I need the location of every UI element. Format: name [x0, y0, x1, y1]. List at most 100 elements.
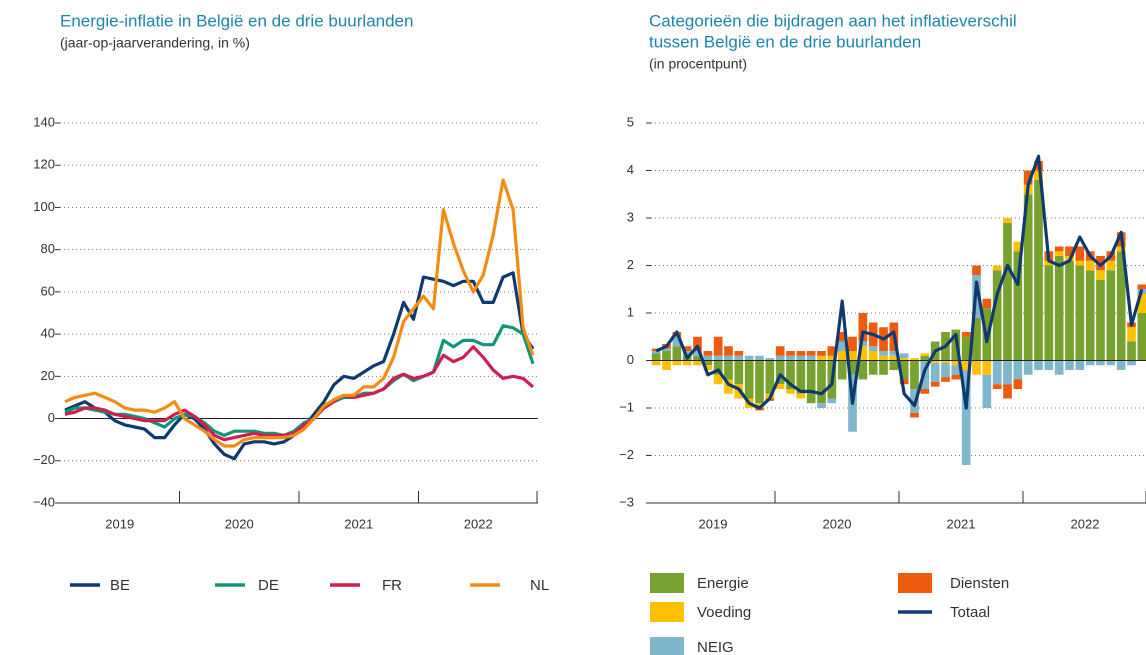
legend-swatch	[650, 637, 684, 655]
bar-segment	[1054, 246, 1064, 252]
bar-segment	[941, 360, 950, 363]
bar-segment	[1003, 222, 1012, 361]
bar-segment	[889, 355, 899, 361]
bar-segment	[1023, 170, 1033, 185]
bar-segment	[961, 370, 971, 465]
x-tick-label: 2022	[464, 516, 493, 531]
bar-segment	[786, 355, 795, 361]
bar-segment	[651, 360, 661, 366]
bar-segment	[879, 360, 888, 375]
bar-segment	[1034, 170, 1043, 180]
bar-segment	[1116, 360, 1126, 370]
bar-segment	[1023, 360, 1033, 375]
y-tick-label: 2	[627, 257, 634, 272]
bar-segment	[682, 351, 692, 356]
y-tick-label: 20	[41, 368, 55, 383]
x-tick-label: 2021	[344, 516, 373, 531]
bar-segment	[796, 351, 806, 356]
bar-segment	[930, 360, 940, 363]
y-tick-label: −3	[619, 494, 634, 509]
bar-segment	[858, 346, 868, 361]
bar-segment	[724, 360, 733, 380]
bar-segment	[879, 355, 888, 361]
bar-segment	[961, 360, 971, 370]
y-tick-label: 60	[41, 283, 55, 298]
bar-segment	[982, 360, 992, 375]
bar-segment	[662, 348, 671, 351]
bar-segment	[682, 346, 692, 351]
bar-segment	[961, 332, 971, 337]
y-tick-label: 0	[627, 352, 634, 367]
bar-segment	[817, 355, 826, 361]
bar-segment	[899, 358, 909, 361]
legend-label: FR	[382, 577, 402, 594]
bar-segment	[796, 393, 806, 399]
bar-segment	[1116, 251, 1126, 361]
bar-segment	[713, 374, 723, 385]
bar-segment	[1075, 265, 1085, 361]
bar-segment	[672, 336, 682, 347]
series-line	[64, 324, 535, 437]
bar-segment	[775, 384, 785, 389]
bar-segment	[1065, 246, 1074, 256]
bar-segment	[1023, 194, 1033, 361]
bar-segment	[827, 346, 837, 356]
x-tick-label: 2019	[105, 516, 134, 531]
bar-segment	[1137, 284, 1146, 290]
bar-segment	[868, 346, 878, 351]
y-tick-label: 0	[48, 410, 55, 425]
bar-segment	[734, 355, 744, 361]
x-tick-label: 2022	[1071, 516, 1100, 531]
bar-segment	[848, 360, 857, 375]
bar-segment	[724, 346, 733, 356]
bar-segment	[992, 265, 1002, 271]
bar-segment	[755, 360, 764, 404]
bar-segment	[941, 377, 950, 382]
bar-segment	[806, 351, 816, 356]
bar-segment	[868, 360, 878, 375]
bar-segment	[1096, 360, 1105, 366]
bar-segment	[1003, 218, 1012, 223]
bar-segment	[1044, 360, 1054, 370]
bar-segment	[1065, 360, 1074, 370]
bar-segment	[920, 353, 930, 356]
bar-segment	[941, 362, 950, 378]
bar-segment	[910, 412, 919, 418]
legend-label: DE	[258, 577, 279, 594]
bar-segment	[755, 355, 764, 361]
bar-segment	[992, 270, 1002, 361]
bar-segment	[837, 332, 847, 342]
bar-segment	[972, 265, 981, 275]
bar-segment	[889, 360, 899, 370]
bar-segment	[806, 355, 816, 361]
bar-segment	[930, 362, 940, 382]
bar-segment	[1075, 360, 1085, 370]
bar-segment	[1096, 256, 1105, 271]
bar-segment	[868, 351, 878, 361]
bar-segment	[651, 353, 661, 361]
bar-segment	[1034, 180, 1043, 361]
y-tick-label: 5	[627, 114, 634, 129]
bar-segment	[744, 360, 754, 399]
legend-label: Diensten	[950, 575, 1009, 592]
legend-swatch	[650, 573, 684, 593]
bar-segment	[817, 403, 826, 408]
bar-segment	[1013, 379, 1023, 389]
bar-segment	[1127, 341, 1136, 361]
bar-segment	[693, 336, 702, 351]
bar-segment	[734, 351, 744, 356]
bar-segment	[992, 360, 1002, 385]
bar-segment	[744, 355, 754, 361]
bar-segment	[796, 360, 806, 394]
bar-segment	[786, 351, 795, 356]
bar-segment	[1044, 265, 1054, 361]
bar-segment	[858, 341, 868, 347]
bar-segment	[827, 355, 837, 361]
chart-title: Energie-inflatie in België en de drie bu…	[60, 11, 413, 30]
legend-swatch	[898, 573, 932, 593]
bar-segment	[1127, 327, 1136, 342]
bar-segment	[817, 351, 826, 356]
y-tick-label: 140	[33, 114, 55, 129]
bar-segment	[662, 360, 671, 370]
